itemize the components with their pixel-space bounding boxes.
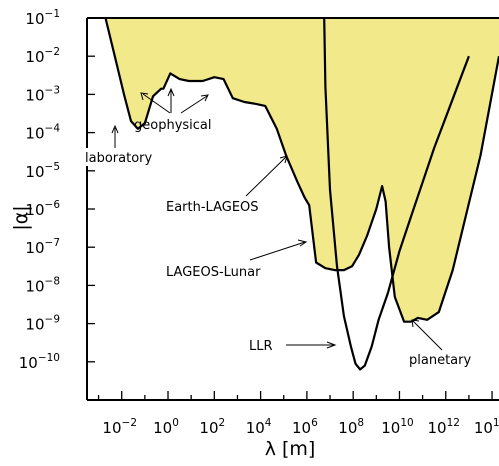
excluded-region-boundary <box>104 17 499 323</box>
laboratory-label-bg <box>84 148 162 166</box>
annotation-lageos-lunar: LAGEOS-Lunar <box>166 265 261 280</box>
x-tick-label: 100 <box>153 417 179 437</box>
y-tick-label: 10−5 <box>25 161 60 181</box>
x-tick-label: 104 <box>246 417 272 437</box>
x-tick-label: 1012 <box>428 417 460 437</box>
axis-tick-labels: 10−2 100 102 104 106 108 1010 1012 1014 10−1 10−2 1… <box>19 8 499 437</box>
y-tick-label: 10−2 <box>25 46 60 66</box>
annotation-arrows <box>111 87 443 351</box>
x-tick-label: 1014 <box>474 417 499 437</box>
annotation-llr: LLR <box>249 339 273 354</box>
x-tick-label: 108 <box>338 417 364 437</box>
y-tick-label: 10−8 <box>25 275 60 295</box>
y-tick-label: 10−6 <box>25 199 60 219</box>
y-tick-label: 10−1 <box>25 8 60 28</box>
annotation-earth-lageos: Earth-LAGEOS <box>166 200 259 215</box>
annotation-geophysical: geophysical <box>134 118 212 133</box>
y-tick-label: 10−7 <box>25 237 60 257</box>
x-tick-label: 10−2 <box>102 417 137 437</box>
y-tick-label: 10−10 <box>19 352 60 372</box>
x-tick-label: 1010 <box>381 417 413 437</box>
x-tick-label: 106 <box>292 417 318 437</box>
excluded-region-fill <box>105 18 499 322</box>
axis-ticks <box>87 17 493 400</box>
y-tick-label: 10−4 <box>25 123 60 143</box>
x-tick-label: 102 <box>199 417 225 437</box>
annotation-planetary: planetary <box>409 353 471 368</box>
y-axis-title: |α| <box>10 205 32 230</box>
llr-constraint-line <box>323 17 470 371</box>
annotation-laboratory: laboratory <box>85 151 152 166</box>
y-tick-label: 10−3 <box>25 84 60 104</box>
y-tick-label: 10−9 <box>25 314 60 334</box>
x-axis-title: λ [m] <box>265 438 316 460</box>
